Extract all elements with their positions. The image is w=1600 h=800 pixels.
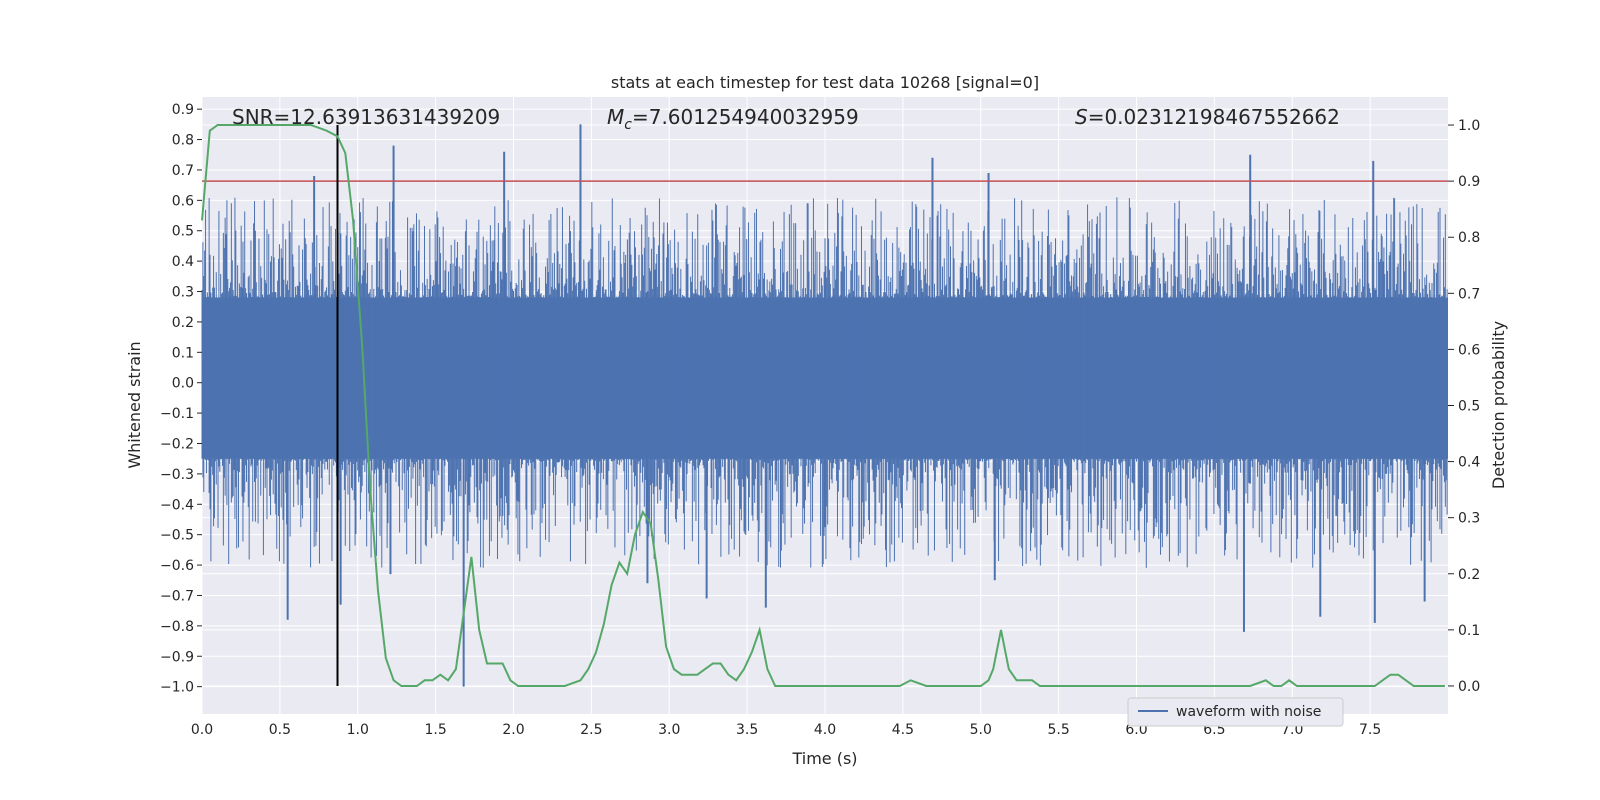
x-tick-label: 0.5 bbox=[269, 722, 291, 738]
snr-annotation: SNR=12.63913631439209 bbox=[232, 105, 500, 129]
y2-tick-label: 0.0 bbox=[1458, 679, 1480, 695]
chart-title: stats at each timestep for test data 102… bbox=[611, 73, 1039, 92]
x-tick-label: 1.0 bbox=[347, 722, 369, 738]
y-tick-label: 0.0 bbox=[172, 376, 194, 392]
y2-tick-label: 0.9 bbox=[1458, 174, 1480, 190]
y-tick-label: 0.4 bbox=[172, 254, 194, 270]
chirp-mass-value: =7.601254940032959 bbox=[632, 105, 859, 129]
y-tick-label: −0.5 bbox=[160, 528, 194, 544]
y-tick-label: −1.0 bbox=[160, 680, 194, 696]
y-tick-label: 0.6 bbox=[172, 193, 194, 209]
x-tick-label: 5.5 bbox=[1047, 722, 1069, 738]
x-tick-label: 4.0 bbox=[814, 722, 836, 738]
legend-label: waveform with noise bbox=[1176, 704, 1321, 720]
y2-axis-ticks: 1.0 0.9 0.8 0.7 0.6 0.5 0.4 0.3 0.2 0.1 0.0 bbox=[1448, 118, 1480, 695]
y-tick-label: 0.7 bbox=[172, 163, 194, 179]
x-axis-label: Time (s) bbox=[791, 749, 857, 768]
waveform-series bbox=[201, 124, 1448, 687]
y2-tick-label: 0.4 bbox=[1458, 455, 1480, 471]
legend: waveform with noise bbox=[1127, 697, 1344, 727]
y2-tick-label: 0.2 bbox=[1458, 567, 1480, 583]
x-tick-label: 0.0 bbox=[191, 722, 213, 738]
y-axis-ticks: 0.9 0.8 0.7 0.6 0.5 0.4 0.3 0.2 0.1 0.0 −0.1 −0.2 −0… bbox=[160, 102, 202, 696]
y-tick-label: −0.2 bbox=[160, 436, 194, 452]
y2-tick-label: 0.6 bbox=[1458, 342, 1480, 358]
y-tick-label: −0.6 bbox=[160, 558, 194, 574]
y-tick-label: −0.8 bbox=[160, 619, 194, 635]
y-tick-label: −0.7 bbox=[160, 588, 194, 604]
x-tick-label: 2.0 bbox=[502, 722, 524, 738]
y2-tick-label: 0.3 bbox=[1458, 511, 1480, 527]
y2-tick-label: 0.7 bbox=[1458, 286, 1480, 302]
probability-line bbox=[201, 124, 1445, 687]
chirp-mass-subscript: c bbox=[624, 117, 632, 133]
x-tick-label: 7.5 bbox=[1359, 722, 1381, 738]
y-tick-label: −0.1 bbox=[160, 406, 194, 422]
y-tick-label: 0.5 bbox=[172, 224, 194, 240]
x-tick-label: 3.5 bbox=[736, 722, 758, 738]
y-tick-label: 0.2 bbox=[172, 315, 194, 331]
y-axis-label: Whitened strain bbox=[125, 341, 144, 468]
s-symbol: S bbox=[1075, 105, 1088, 129]
chirp-mass-annotation: Mc=7.601254940032959 bbox=[607, 105, 859, 133]
chirp-mass-symbol: M bbox=[607, 105, 624, 129]
y-tick-label: −0.3 bbox=[160, 467, 194, 483]
y2-tick-label: 0.5 bbox=[1458, 399, 1480, 415]
s-value: =0.02312198467552662 bbox=[1088, 105, 1340, 129]
y-tick-label: 0.1 bbox=[172, 345, 194, 361]
x-tick-label: 3.0 bbox=[658, 722, 680, 738]
y-tick-label: 0.9 bbox=[172, 102, 194, 118]
legend-box bbox=[1127, 697, 1344, 727]
y-tick-label: −0.4 bbox=[160, 497, 194, 513]
x-tick-label: 4.5 bbox=[892, 722, 914, 738]
x-tick-label: 1.5 bbox=[424, 722, 446, 738]
y-tick-label: 0.8 bbox=[172, 133, 194, 149]
y2-tick-label: 1.0 bbox=[1458, 118, 1480, 134]
y2-axis-label: Detection probability bbox=[1489, 321, 1508, 489]
y-tick-label: −0.9 bbox=[160, 649, 194, 665]
y-tick-label: 0.3 bbox=[172, 285, 194, 301]
y2-tick-label: 0.1 bbox=[1458, 623, 1480, 639]
x-tick-label: 5.0 bbox=[970, 722, 992, 738]
s-annotation: S=0.02312198467552662 bbox=[1075, 105, 1340, 129]
x-tick-label: 2.5 bbox=[580, 722, 602, 738]
y2-tick-label: 0.8 bbox=[1458, 230, 1480, 246]
